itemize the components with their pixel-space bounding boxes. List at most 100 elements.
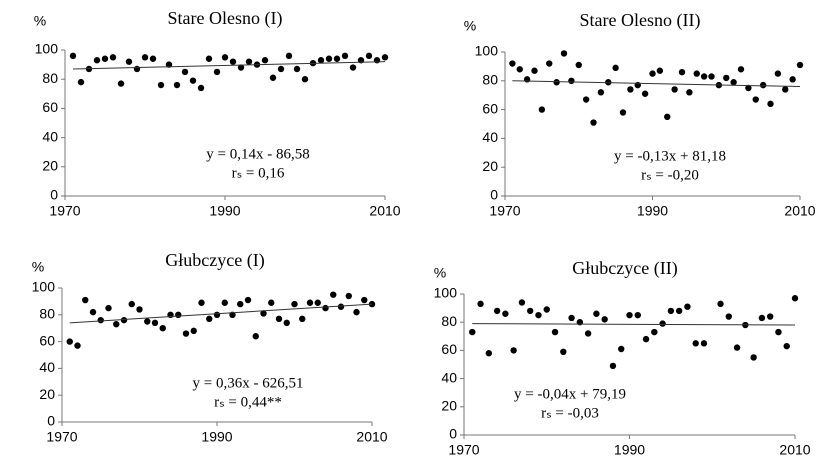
chart-title: Stare Olesno (I) — [168, 8, 283, 29]
annotation: y = 0,36x - 626,51 — [193, 375, 304, 391]
x-tick-label: 2010 — [356, 429, 387, 445]
point — [664, 113, 671, 121]
point — [535, 311, 542, 319]
point — [684, 303, 691, 310]
point — [205, 55, 213, 62]
point — [333, 55, 341, 62]
point — [493, 307, 501, 315]
point — [144, 318, 151, 325]
x-tick-label: 1990 — [201, 429, 232, 445]
point — [268, 299, 275, 306]
point — [737, 66, 745, 73]
point — [568, 77, 575, 85]
point — [750, 354, 757, 361]
point — [345, 292, 352, 300]
point — [353, 308, 360, 316]
x-tick-label: 1990 — [209, 203, 240, 219]
point — [758, 314, 766, 322]
x-tick-label: 2010 — [784, 203, 815, 219]
y-tick-label: 0 — [47, 413, 55, 429]
y-tick-label: 60 — [482, 100, 498, 116]
point — [725, 313, 732, 320]
point — [671, 86, 678, 93]
point — [582, 96, 590, 103]
point — [237, 64, 245, 71]
point — [189, 77, 197, 84]
y-axis-label: % — [464, 18, 476, 34]
point — [213, 68, 221, 76]
point — [301, 76, 309, 83]
point — [97, 316, 104, 324]
point — [700, 73, 708, 80]
point — [601, 316, 608, 323]
point — [730, 79, 737, 86]
point — [221, 54, 229, 61]
point — [766, 313, 774, 320]
point — [151, 319, 159, 327]
y-tick-label: 40 — [39, 359, 55, 375]
point — [221, 299, 228, 306]
point — [641, 90, 649, 97]
point — [678, 68, 686, 76]
point — [341, 52, 349, 60]
point — [181, 68, 189, 76]
point — [649, 70, 656, 77]
point — [269, 74, 277, 81]
x-tick-label: 1970 — [46, 429, 77, 445]
point — [330, 291, 337, 298]
trend-line — [472, 323, 796, 326]
point — [245, 58, 253, 65]
point — [531, 67, 538, 74]
point — [365, 52, 373, 60]
y-tick-label: 100 — [35, 41, 59, 57]
point — [197, 84, 205, 92]
point — [516, 66, 523, 73]
point — [337, 303, 345, 310]
point — [125, 58, 133, 65]
point — [509, 60, 516, 67]
point — [775, 328, 782, 336]
x-tick-label: 2010 — [369, 203, 400, 219]
point — [745, 84, 752, 92]
point — [136, 306, 143, 313]
point — [261, 57, 269, 64]
point — [277, 65, 285, 73]
point — [708, 73, 715, 80]
point — [299, 315, 306, 323]
y-tick-label: 80 — [39, 306, 55, 322]
y-axis-label: % — [32, 259, 44, 275]
point — [141, 54, 149, 61]
y-axis-label: % — [34, 13, 46, 29]
point — [275, 315, 283, 323]
point — [518, 299, 526, 306]
point — [667, 307, 675, 315]
point — [626, 311, 633, 319]
point — [700, 340, 708, 347]
trend-line — [512, 80, 801, 88]
point — [89, 308, 97, 316]
point — [244, 296, 252, 304]
point — [306, 299, 314, 306]
point — [291, 300, 298, 308]
point — [283, 319, 290, 327]
y-tick-label: 60 — [39, 332, 55, 348]
point — [229, 58, 237, 65]
y-tick-label: 40 — [42, 128, 58, 144]
point — [157, 81, 165, 89]
point — [656, 67, 664, 74]
point — [774, 70, 782, 77]
point — [477, 300, 484, 308]
point — [612, 64, 619, 72]
trend-line — [72, 61, 386, 70]
x-tick-label: 1970 — [448, 442, 479, 458]
y-tick-label: 80 — [441, 313, 457, 329]
point — [783, 342, 790, 350]
chart-title: Stare Olesno (II) — [580, 10, 701, 31]
point — [553, 79, 560, 86]
point — [74, 342, 81, 349]
point — [686, 89, 693, 96]
point — [368, 300, 376, 308]
point — [69, 52, 77, 60]
y-tick-label: 40 — [482, 129, 498, 145]
point — [293, 65, 301, 73]
